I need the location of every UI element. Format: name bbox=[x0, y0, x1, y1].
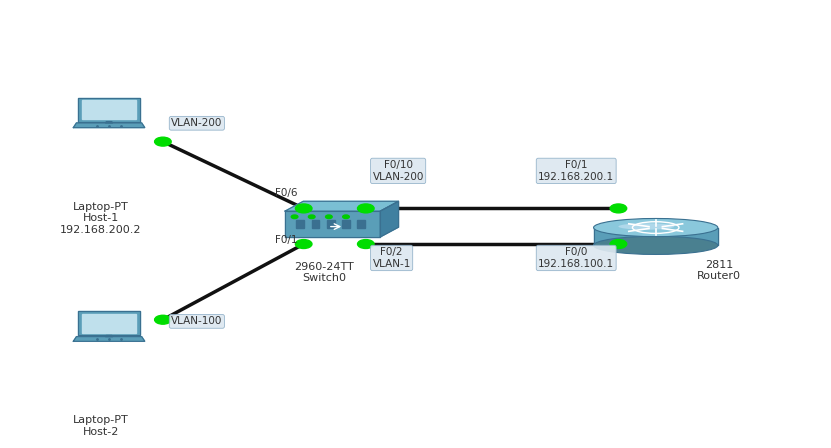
Text: F0/1
192.168.200.1: F0/1 192.168.200.1 bbox=[538, 160, 614, 182]
Polygon shape bbox=[82, 100, 135, 119]
Polygon shape bbox=[78, 311, 140, 335]
Text: F0/1: F0/1 bbox=[275, 235, 297, 246]
Circle shape bbox=[155, 137, 171, 146]
Text: Laptop-PT
Host-2: Laptop-PT Host-2 bbox=[73, 415, 129, 437]
Polygon shape bbox=[593, 228, 718, 246]
Polygon shape bbox=[381, 201, 399, 237]
Polygon shape bbox=[342, 220, 350, 228]
Text: 2811
Router0: 2811 Router0 bbox=[697, 260, 741, 281]
Text: F0/6: F0/6 bbox=[275, 188, 297, 198]
Polygon shape bbox=[106, 335, 113, 336]
Text: F0/2
VLAN-1: F0/2 VLAN-1 bbox=[372, 247, 411, 269]
Circle shape bbox=[292, 215, 297, 219]
Text: VLAN-200: VLAN-200 bbox=[171, 118, 223, 128]
Text: 2960-24TT
Switch0: 2960-24TT Switch0 bbox=[294, 262, 354, 284]
Circle shape bbox=[155, 315, 171, 324]
Circle shape bbox=[295, 240, 312, 249]
Polygon shape bbox=[312, 220, 319, 228]
Polygon shape bbox=[327, 220, 335, 228]
Circle shape bbox=[295, 204, 312, 213]
Polygon shape bbox=[285, 201, 399, 211]
Circle shape bbox=[342, 215, 349, 219]
Text: VLAN-100: VLAN-100 bbox=[171, 316, 223, 327]
Text: Laptop-PT
Host-1
192.168.200.2: Laptop-PT Host-1 192.168.200.2 bbox=[60, 202, 141, 235]
Polygon shape bbox=[78, 98, 140, 121]
Text: F0/0
192.168.100.1: F0/0 192.168.100.1 bbox=[538, 247, 614, 269]
Polygon shape bbox=[73, 336, 145, 341]
Text: F0/10
VLAN-200: F0/10 VLAN-200 bbox=[372, 160, 424, 182]
Ellipse shape bbox=[593, 236, 718, 254]
Circle shape bbox=[326, 215, 332, 219]
Circle shape bbox=[610, 204, 627, 213]
Circle shape bbox=[610, 240, 627, 249]
Circle shape bbox=[357, 204, 374, 213]
Polygon shape bbox=[285, 211, 381, 237]
Circle shape bbox=[357, 240, 374, 249]
Polygon shape bbox=[106, 121, 113, 123]
Ellipse shape bbox=[593, 219, 718, 237]
Circle shape bbox=[308, 215, 315, 219]
Polygon shape bbox=[297, 220, 304, 228]
Polygon shape bbox=[73, 123, 145, 128]
Ellipse shape bbox=[618, 223, 674, 230]
Polygon shape bbox=[357, 220, 365, 228]
Polygon shape bbox=[82, 314, 135, 333]
